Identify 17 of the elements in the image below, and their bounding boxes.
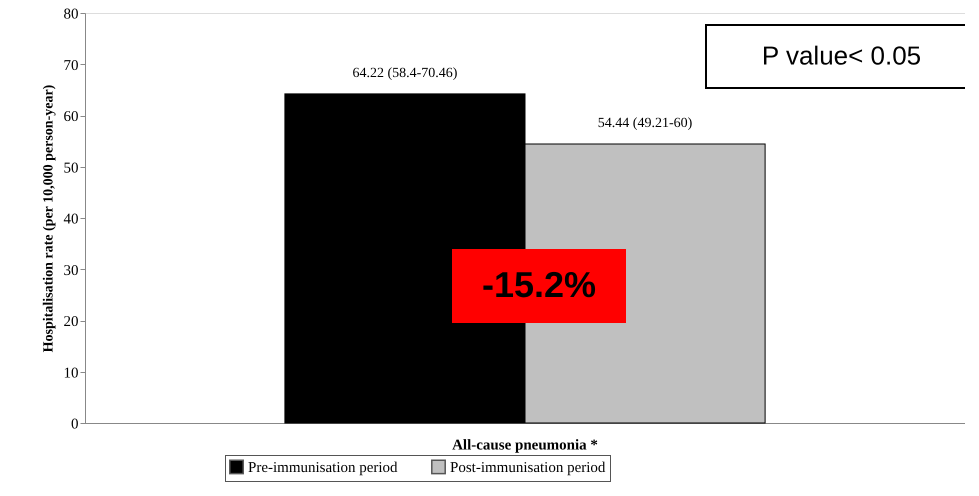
data-label: 64.22 (58.4-70.46) (352, 66, 458, 81)
data-label: 54.44 (49.21-60) (598, 116, 693, 131)
y-tick-label: 50 (64, 160, 78, 176)
y-axis-title: Hospitalisation rate (per 10,000 person-year) (42, 84, 56, 352)
y-tick-label: 60 (64, 109, 78, 125)
y-tick-label: 20 (64, 314, 78, 330)
annotation: -15.2% (482, 264, 596, 305)
y-tick-label: 0 (71, 416, 78, 432)
x-tick-label: All-cause pneumonia * (452, 438, 598, 454)
y-tick-label: 10 (64, 365, 78, 382)
y-tick-label: 80 (64, 6, 78, 22)
annotation: P value< 0.05 (762, 40, 922, 70)
legend-label: Post-immunisation period (450, 460, 606, 476)
y-tick-label: 40 (64, 212, 78, 228)
y-tick-label: 30 (64, 262, 78, 279)
legend-label: Pre-immunisation period (248, 460, 398, 476)
y-tick-label: 70 (64, 58, 78, 74)
